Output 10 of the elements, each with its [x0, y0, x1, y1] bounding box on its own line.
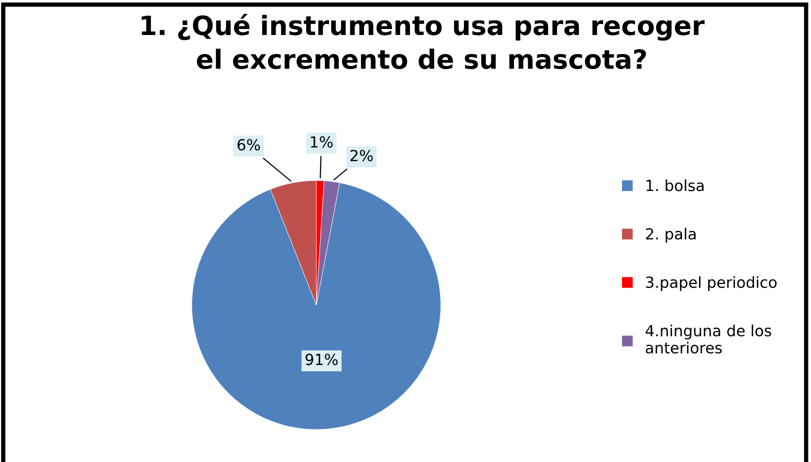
chart-title: 1. ¿Qué instrumento usa para recoger el excremento de su mascota?	[142, 14, 705, 70]
data-label: 91%	[306, 354, 338, 366]
legend-label: 4.ninguna de los anteriores	[646, 324, 772, 354]
legend-label: 1. bolsa	[646, 179, 704, 192]
data-label: 1%	[310, 136, 333, 148]
data-label: 2%	[350, 150, 373, 162]
legend-label: 3.papel periodico	[646, 276, 777, 291]
data-label: 6%	[238, 138, 260, 151]
pie-slice	[192, 182, 441, 430]
legend-label: 2. pala	[646, 228, 696, 243]
